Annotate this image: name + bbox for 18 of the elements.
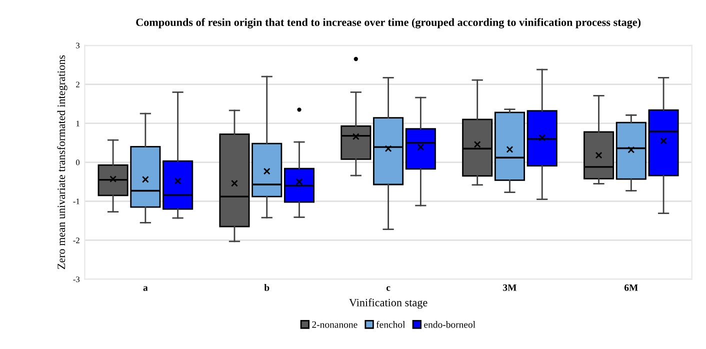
x-axis-title: Vinification stage [349, 298, 428, 309]
legend-label: 2-nonanone [312, 321, 358, 328]
y-tick-label: -2 [73, 238, 80, 244]
x-tick-label: c [386, 286, 390, 291]
y-tick-label: -3 [73, 276, 80, 282]
y-tick-label: 1 [76, 120, 80, 126]
x-tick-label: b [264, 284, 270, 291]
y-axis-title: Zero mean univariate transformated integrations [57, 55, 68, 270]
legend-label: fenchol [376, 320, 406, 328]
y-tick-label: 2 [76, 82, 80, 88]
chart-title: Compounds of resin origin that tend to increase over time (grouped according to vinification process stage) [136, 18, 641, 28]
y-tick-label: -1 [73, 198, 80, 204]
y-tick-label: 0 [76, 160, 80, 166]
x-tick-label: 6M [624, 284, 638, 291]
x-tick-label: a [143, 286, 148, 291]
legend-label: endo-borneol [424, 321, 476, 328]
x-tick-label: 3M [503, 284, 516, 291]
y-tick-label: 3 [76, 42, 80, 48]
